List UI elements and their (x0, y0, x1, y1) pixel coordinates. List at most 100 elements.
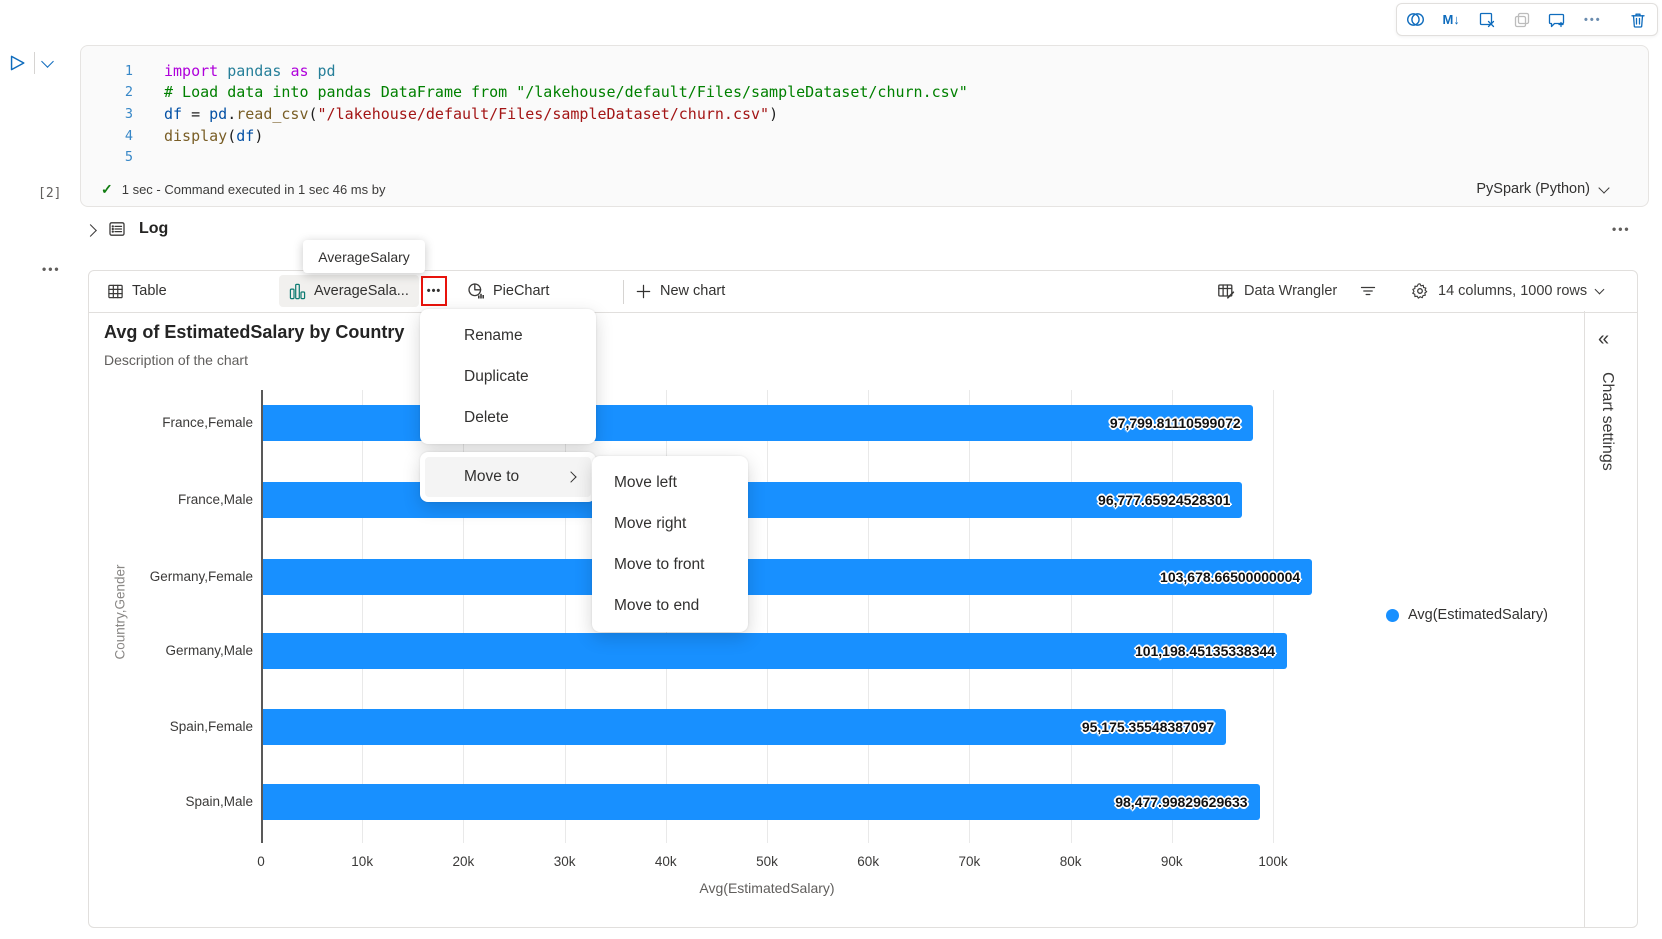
y-axis-label: Germany,Female (149, 569, 253, 584)
tab-context-menu: Rename Duplicate Delete (420, 309, 596, 444)
gridline (969, 390, 971, 843)
execution-count: [2] (38, 186, 62, 201)
gridline (1171, 390, 1173, 843)
chevron-down-icon (1598, 181, 1610, 194)
pie-chart-icon (467, 282, 485, 300)
tab-new-chart[interactable]: New chart (635, 275, 725, 307)
gridline (1273, 390, 1274, 843)
bar-value-label: 95,175.35548387097 (1081, 719, 1215, 735)
clear-output-icon-button[interactable] (1476, 9, 1497, 31)
code-text: display(df) (164, 126, 264, 145)
chart-tab-bar: Table AverageSala... PieChart New chart ••• D… (89, 271, 1637, 313)
divider (34, 52, 35, 74)
gridline (362, 390, 364, 843)
menu-item-duplicate[interactable]: Duplicate (464, 367, 529, 385)
copilot-icon-button[interactable] (1405, 9, 1426, 31)
line-number: 4 (124, 127, 133, 144)
x-tick-label: 20k (452, 854, 475, 869)
submenu-item-move-to-front[interactable]: Move to front (614, 555, 705, 573)
copy-cell-icon-button (1511, 9, 1532, 31)
code-cell[interactable]: 1 import pandas as pd 2 # Load data into pa… (80, 45, 1649, 207)
line-number: 3 (124, 105, 133, 122)
chart-legend: Avg(EstimatedSalary) (1386, 607, 1548, 623)
submenu-item-move-to-end[interactable]: Move to end (614, 596, 700, 614)
play-icon[interactable] (6, 53, 26, 73)
bar-spain-female[interactable] (263, 709, 1227, 745)
bar-spain-male[interactable] (263, 784, 1260, 820)
filter-icon (1359, 282, 1377, 300)
run-menu-chevron-down-icon[interactable] (41, 55, 54, 68)
column-settings-button[interactable]: 14 columns, 1000 rows (1411, 275, 1605, 307)
y-axis-label: Germany,Male (165, 643, 253, 658)
execution-status-text: 1 sec - Command executed in 1 sec 46 ms … (121, 181, 386, 197)
markdown-icon-button[interactable]: M↓ (1440, 9, 1461, 31)
filter-button[interactable] (1359, 275, 1377, 307)
y-axis-label: France,Male (177, 492, 253, 507)
add-comment-icon-button[interactable] (1547, 9, 1568, 31)
menu-item-label: Move to (464, 468, 520, 485)
submenu-item-move-right[interactable]: Move right (614, 514, 687, 532)
x-axis-title: Avg(EstimatedSalary) (699, 880, 835, 896)
output-more-options-icon[interactable]: ••• (1612, 222, 1631, 236)
code-text: # Load data into pandas DataFrame from "… (164, 83, 968, 102)
tab-averagesala[interactable]: AverageSala... (279, 275, 419, 307)
legend-label: Avg(EstimatedSalary) (1408, 607, 1548, 623)
bar-value-label: 96,777.65924528301 (1098, 492, 1231, 508)
move-to-menu-section: Move to (420, 452, 596, 502)
gridline (868, 390, 870, 843)
chart-tab-more-options-icon[interactable]: ••• (421, 276, 447, 306)
ellipsis-icon: ••• (426, 285, 442, 297)
gridline (767, 390, 768, 843)
clear-output-icon (1478, 11, 1496, 29)
gutter-more-options-icon[interactable]: ••• (42, 262, 61, 276)
submenu-item-move-left[interactable]: Move left (614, 473, 677, 491)
x-tick-label: 60k (857, 854, 880, 869)
add-comment-icon (1548, 11, 1566, 29)
tab-piechart[interactable]: PieChart (467, 275, 549, 307)
divider (623, 280, 624, 304)
y-axis-label: France,Female (162, 415, 253, 430)
x-tick-label: 100k (1258, 854, 1288, 869)
cell-toolbar: M↓ ••• (1396, 3, 1658, 36)
chevron-down-icon (1594, 284, 1605, 295)
bar-germany-male[interactable] (263, 633, 1288, 669)
code-line[interactable]: 2 # Load data into pandas DataFrame from … (81, 82, 1638, 104)
gear-icon (1411, 282, 1429, 300)
chevron-right-icon[interactable] (84, 223, 97, 237)
code-line[interactable]: 5 (81, 146, 1638, 168)
tab-label: New chart (660, 283, 726, 299)
move-to-submenu: Move left Move right Move to front Move to … (592, 456, 748, 632)
data-wrangler-label: Data Wrangler (1244, 283, 1338, 299)
chart-settings-label[interactable]: Chart settings (1599, 372, 1616, 471)
code-text: import pandas as pd (164, 61, 336, 80)
tab-label: Table (132, 283, 167, 299)
menu-item-delete[interactable]: Delete (464, 408, 509, 426)
bar-value-label: 101,198.45135338344 (1134, 643, 1276, 659)
code-line[interactable]: 4 display(df) (81, 125, 1638, 147)
menu-item-rename[interactable]: Rename (464, 326, 523, 344)
kernel-selector[interactable]: PySpark (Python) (1476, 181, 1610, 197)
code-line[interactable]: 1 import pandas as pd (81, 60, 1638, 82)
delete-cell-icon-button[interactable] (1628, 9, 1649, 31)
bar-value-label: 98,477.99829629633 (1115, 794, 1248, 810)
tab-table[interactable]: Table (107, 275, 167, 307)
legend-marker (1386, 608, 1399, 622)
plus-icon (635, 283, 652, 300)
code-line[interactable]: 3 df = pd.read_csv("/lakehouse/default/Fi… (81, 103, 1638, 125)
bar-germany-female[interactable] (263, 559, 1313, 595)
data-wrangler-button[interactable]: Data Wrangler (1217, 275, 1337, 307)
more-options-icon: ••• (1584, 13, 1602, 26)
x-tick-label: 30k (553, 854, 576, 869)
y-axis-line (261, 390, 263, 843)
gridline (564, 390, 566, 843)
log-section-header[interactable]: Log (84, 220, 168, 238)
bar-value-label: 97,799.81110599072 (1109, 415, 1241, 431)
collapse-panel-icon[interactable]: « (1598, 328, 1610, 350)
menu-item-move-to[interactable]: Move to (425, 457, 591, 497)
x-tick-label: 50k (756, 854, 778, 869)
cell-status-bar: ✓ 1 sec - Command executed in 1 sec 46 m… (101, 176, 1610, 202)
code-editor[interactable]: 1 import pandas as pd 2 # Load data into pa… (81, 60, 1638, 168)
more-options-icon-button[interactable]: ••• (1582, 9, 1603, 31)
delete-cell-icon (1629, 11, 1647, 29)
